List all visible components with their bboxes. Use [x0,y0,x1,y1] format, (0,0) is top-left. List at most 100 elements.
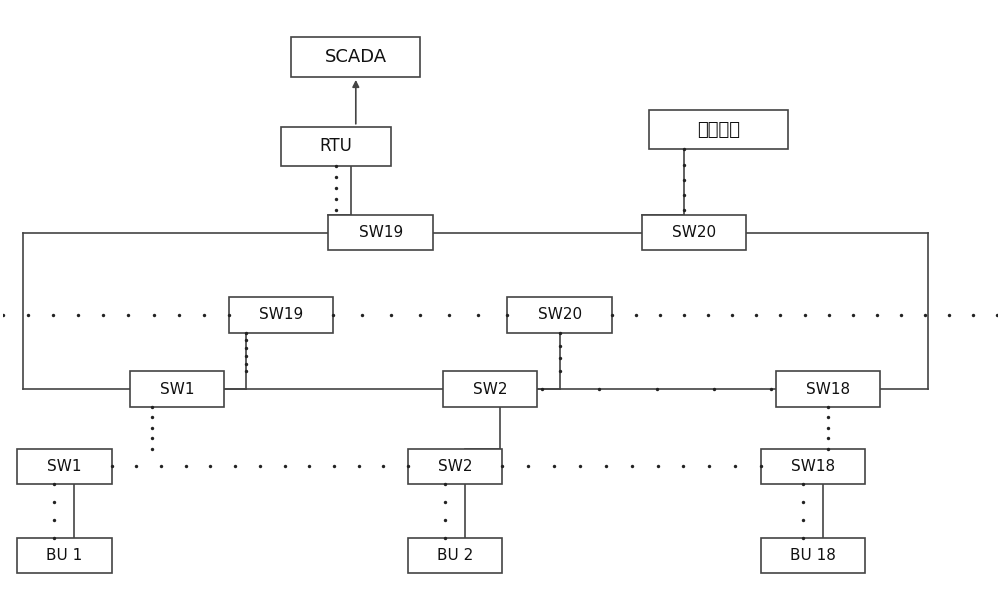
Point [0,310,11,320]
Point [706,385,722,394]
Text: RTU: RTU [319,137,352,155]
Text: 就地监控: 就地监控 [697,121,740,139]
Point [328,161,344,171]
Text: BU 2: BU 2 [437,548,473,563]
Point [227,461,243,471]
Point [676,175,692,184]
Point [917,310,933,320]
Point [941,310,957,320]
Point [552,367,568,376]
Point [104,461,120,471]
Point [178,461,194,471]
Text: SW1: SW1 [160,382,194,397]
Point [724,310,740,320]
Point [196,310,212,320]
Point [328,205,344,215]
Point [499,310,515,320]
Point [820,413,836,422]
Point [326,461,342,471]
Point [795,479,811,489]
Bar [408,538,502,574]
Point [701,461,717,471]
Point [748,310,764,320]
Text: SW2: SW2 [473,382,507,397]
Bar [642,215,746,250]
Point [604,310,620,320]
Point [46,515,62,525]
Point [46,479,62,489]
Point [624,461,640,471]
Bar [328,215,433,250]
Bar [130,371,224,407]
Text: SW19: SW19 [259,307,303,322]
Point [238,335,254,345]
Point [820,423,836,433]
Point [437,515,453,525]
Point [753,461,769,471]
Point [772,310,788,320]
Bar [17,449,112,484]
Point [20,310,36,320]
Point [552,341,568,350]
Point [252,461,268,471]
Point [795,497,811,507]
Point [893,310,909,320]
Point [650,461,666,471]
Point [820,433,836,443]
Point [795,515,811,525]
Point [95,310,111,320]
Point [238,367,254,376]
Point [591,385,607,394]
Point [572,461,588,471]
Text: SW20: SW20 [538,307,582,322]
Point [128,461,144,471]
Point [328,194,344,204]
Point [202,461,218,471]
Bar [408,449,502,484]
Point [676,310,692,320]
Bar [761,538,865,574]
Point [144,413,160,422]
Point [845,310,861,320]
Point [221,310,237,320]
Point [649,385,665,394]
Bar [443,371,537,407]
Point [45,310,61,320]
Point [238,351,254,361]
Bar [291,37,420,77]
Point [144,423,160,433]
Point [354,310,370,320]
Bar [649,110,788,149]
Point [277,461,293,471]
Point [383,310,399,320]
Point [437,533,453,542]
Point [375,461,391,471]
Point [412,310,428,320]
Point [552,353,568,363]
Point [171,310,187,320]
Bar [761,449,865,484]
Point [989,310,1000,320]
Point [965,310,981,320]
Point [238,328,254,337]
Point [153,461,169,471]
Point [546,461,562,471]
Point [400,461,416,471]
Point [628,310,644,320]
Bar [17,538,112,574]
Point [144,433,160,443]
Text: SW18: SW18 [791,459,835,474]
Point [144,402,160,412]
Point [552,328,568,337]
Text: SW19: SW19 [359,225,403,240]
Point [494,461,510,471]
Point [598,461,614,471]
Point [351,461,367,471]
Point [238,343,254,353]
Text: BU 18: BU 18 [790,548,836,563]
Point [46,497,62,507]
Point [676,160,692,169]
Point [534,385,550,394]
Point [676,190,692,200]
Point [238,359,254,368]
